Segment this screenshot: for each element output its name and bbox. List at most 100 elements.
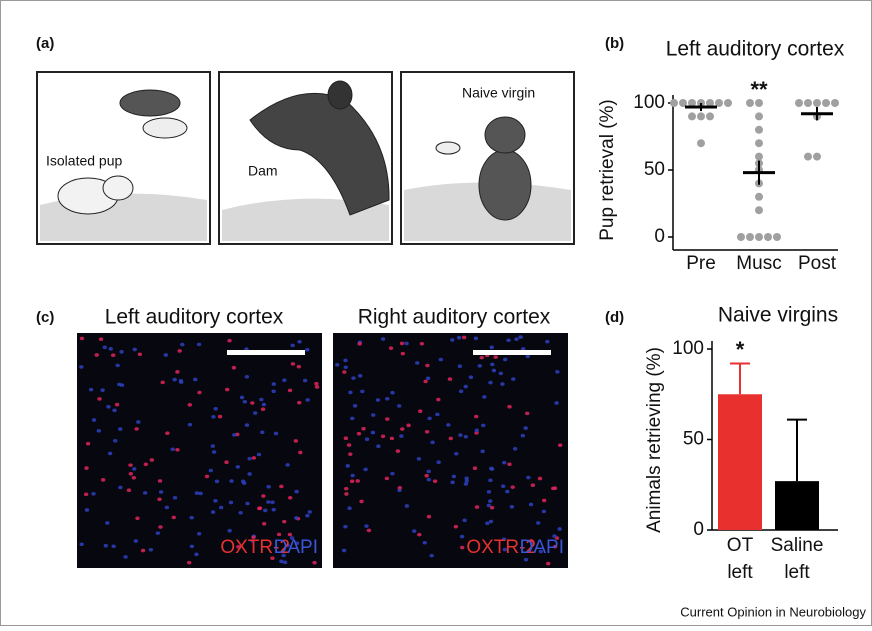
cell xyxy=(499,372,503,376)
cell xyxy=(346,464,350,468)
cell xyxy=(112,409,116,413)
cell xyxy=(312,561,316,565)
cell xyxy=(261,494,265,498)
cell xyxy=(397,404,401,408)
y-tick-label: 0 xyxy=(693,519,704,540)
cell xyxy=(290,344,294,348)
cell xyxy=(314,382,318,386)
cell xyxy=(189,516,193,520)
cell xyxy=(371,413,375,417)
cell xyxy=(229,479,233,483)
cell xyxy=(80,337,84,341)
cell xyxy=(365,437,369,441)
cell xyxy=(118,486,122,490)
cell xyxy=(488,479,492,483)
cell xyxy=(425,364,429,368)
cell xyxy=(283,561,287,565)
cell xyxy=(427,478,431,482)
cell xyxy=(367,529,371,533)
cell xyxy=(412,529,416,533)
cell xyxy=(342,370,346,374)
cell xyxy=(507,462,511,466)
micrograph xyxy=(333,333,568,568)
cell xyxy=(218,415,222,419)
cell xyxy=(197,343,201,347)
cell xyxy=(460,546,464,550)
cell xyxy=(270,500,274,504)
cell xyxy=(79,365,83,369)
cell xyxy=(511,485,515,489)
cell xyxy=(262,522,266,526)
cell xyxy=(439,358,443,362)
cell xyxy=(232,433,236,437)
data-point xyxy=(764,233,772,241)
cell xyxy=(85,508,89,512)
cell xyxy=(260,430,264,434)
cell xyxy=(86,442,90,446)
cell xyxy=(427,470,431,474)
data-point xyxy=(831,99,839,107)
cell xyxy=(257,453,261,457)
stain-label: DAPI xyxy=(274,537,318,558)
cell xyxy=(399,434,403,438)
illustration-label: Dam xyxy=(248,163,278,179)
cell xyxy=(502,461,506,465)
cell xyxy=(400,342,404,346)
cell xyxy=(348,391,352,395)
cell xyxy=(132,476,136,480)
cell xyxy=(213,499,217,503)
cell xyxy=(554,401,558,405)
data-point xyxy=(688,112,696,120)
cell xyxy=(464,482,468,486)
cell xyxy=(106,405,110,409)
cell xyxy=(97,397,101,401)
cell xyxy=(150,458,154,462)
cell xyxy=(448,377,452,381)
y-axis-label: Animals retrieving (%) xyxy=(644,347,665,533)
cell xyxy=(84,466,88,470)
cell xyxy=(464,435,468,439)
cell xyxy=(357,432,361,436)
cell xyxy=(253,411,257,415)
cell xyxy=(229,501,233,505)
cell xyxy=(342,549,346,553)
cell xyxy=(104,544,108,548)
cell xyxy=(546,562,550,566)
cell xyxy=(458,433,462,437)
cell xyxy=(115,403,119,407)
cell xyxy=(262,403,266,407)
cell xyxy=(288,496,292,500)
cell xyxy=(507,405,511,409)
cell xyxy=(376,444,380,448)
cell xyxy=(187,561,191,565)
cell xyxy=(529,503,533,507)
cell xyxy=(489,467,493,471)
illustration-label: Isolated pup xyxy=(46,153,122,169)
cell xyxy=(358,374,362,378)
cell xyxy=(227,529,231,533)
cell xyxy=(89,388,93,392)
cell xyxy=(553,486,557,490)
cell xyxy=(245,375,249,379)
cell xyxy=(266,500,270,504)
cell xyxy=(224,460,228,464)
cell xyxy=(305,348,309,352)
data-point xyxy=(755,233,763,241)
data-point xyxy=(706,112,714,120)
cell xyxy=(415,361,419,365)
cell xyxy=(465,479,469,483)
cell xyxy=(538,477,542,481)
y-tick-label: 50 xyxy=(683,429,704,450)
cell xyxy=(279,560,283,564)
cell xyxy=(308,510,312,514)
cell xyxy=(303,379,307,383)
cell xyxy=(294,490,298,494)
cell xyxy=(209,469,213,473)
cell xyxy=(144,462,148,466)
cell xyxy=(111,544,115,548)
cell xyxy=(297,340,301,344)
cell xyxy=(127,488,131,492)
cell xyxy=(389,346,393,350)
cell xyxy=(179,380,183,384)
cell xyxy=(80,542,84,546)
